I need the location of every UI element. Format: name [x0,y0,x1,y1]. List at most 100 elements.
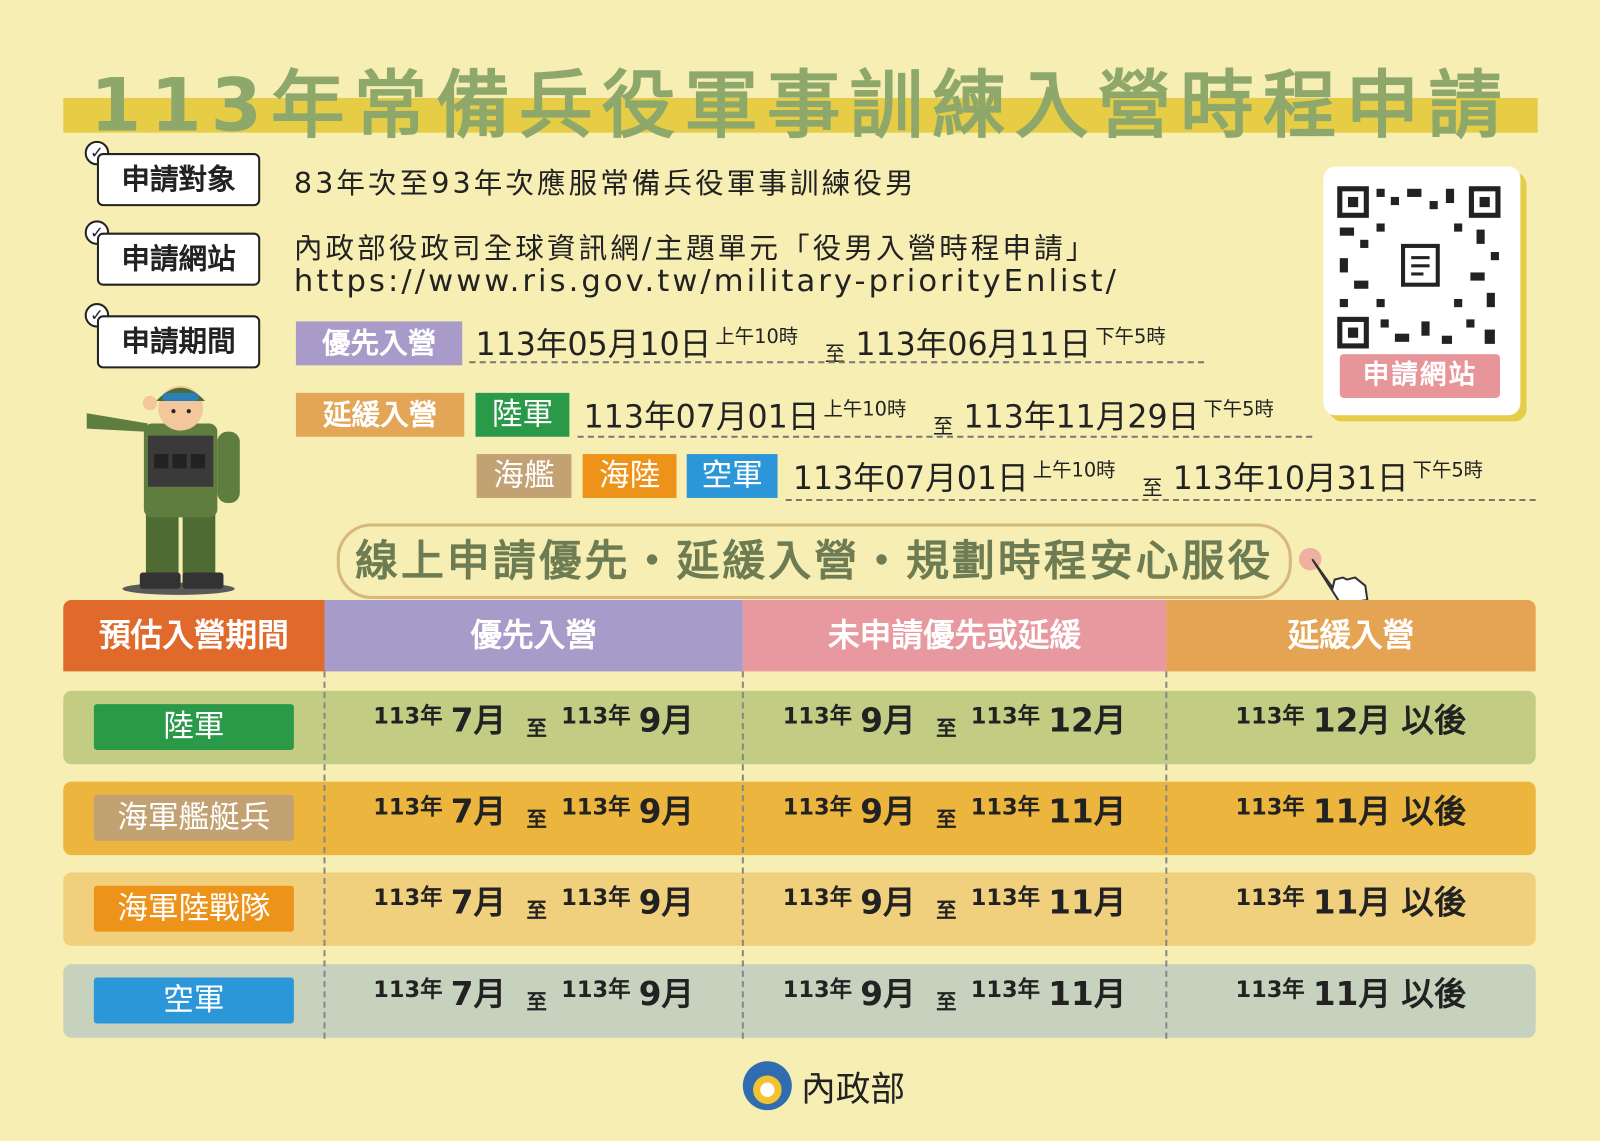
suffix: 以後 [1401,791,1467,831]
month: 7月 [450,791,507,831]
soldier-illustration [86,385,240,595]
year: 113年 [782,977,853,1004]
range-cell: 113年 7月至 113年 9月 [324,968,742,1041]
month: 9月 [638,701,695,740]
month: 9月 [638,974,695,1014]
to: 至 [1142,475,1163,500]
to: 至 [936,807,957,832]
label: 申請對象 [96,153,261,207]
table-row [63,690,1536,765]
dashed-line [577,435,1313,438]
suffix: 以後 [1401,701,1467,740]
date: 113年06月11日 [855,326,1092,364]
time: 下午5時 [1203,397,1274,421]
range-cell: 113年 9月至 113年 12月 [743,695,1166,768]
range-cell: 113年 9月至 113年 11月 [743,968,1166,1041]
month: 11月 [1048,882,1127,922]
year: 113年 [373,794,443,821]
column-separator [741,671,744,1039]
date: 113年10月31日 [1172,460,1409,497]
to: 至 [936,897,957,923]
month: 11月 [1312,974,1392,1014]
qr-code [1337,186,1543,349]
range-cell: 113年 9月至 113年 11月 [743,786,1166,859]
month: 9月 [638,882,695,922]
time: 上午10時 [1032,459,1116,482]
year: 113年 [970,977,1041,1004]
year: 113年 [561,977,631,1004]
to: 至 [936,989,957,1015]
month: 9月 [638,791,695,831]
time: 上午10時 [715,325,799,348]
year: 113年 [782,885,853,912]
ministry-name: 內政部 [801,1069,906,1111]
year: 113年 [373,977,443,1004]
date: 113年11月29日 [963,398,1200,436]
month: 9月 [860,701,916,740]
branch-tag: 陸軍 [475,392,570,437]
table-header: 延緩入營 [1166,599,1536,672]
to: 至 [526,897,547,923]
qr-pattern [1337,186,1501,349]
to: 至 [526,989,547,1015]
deferred-dates: 113年07月01日 上午10時 至 113年10月31日 下午5時 [793,452,1510,502]
deferred-cell: 113年 11月 以後 [1166,786,1535,859]
branch-badge: 海軍陸戰隊 [93,885,294,932]
year: 113年 [970,794,1041,821]
year: 113年 [1235,885,1305,912]
slogan: 線上申請優先・延緩入營・規劃時程安心服役 [336,523,1292,599]
range-cell: 113年 7月至 113年 9月 [324,695,742,768]
month: 11月 [1312,882,1392,922]
to: 至 [932,414,954,439]
month: 7月 [450,882,507,922]
month: 9月 [860,791,916,831]
dashed-line [785,498,1536,502]
title-block: 113年常備兵役軍事訓練入營時程申請 [63,41,1538,148]
year: 113年 [561,885,631,912]
range-cell: 113年 7月至 113年 9月 [324,877,742,950]
priority-tag: 優先入營 [295,321,463,366]
table-header: 未申請優先或延緩 [742,599,1167,672]
year: 113年 [970,885,1041,912]
column-separator [1165,671,1168,1039]
month: 7月 [450,701,507,740]
time: 下午5時 [1095,325,1166,348]
column-separator [323,671,326,1039]
year: 113年 [1235,704,1305,730]
date: 113年07月01日 [792,460,1029,497]
branch-badge: 空軍 [93,977,294,1024]
table-header: 預估入營期間 [63,599,325,672]
deferred-dates: 113年07月01日 上午10時 至 113年11月29日 下午5時 [584,391,1301,441]
ministry-logo [742,1061,792,1111]
to: 至 [936,716,957,741]
to: 至 [824,341,846,367]
month: 11月 [1312,791,1392,831]
year: 113年 [561,794,631,821]
deferred-cell: 113年 11月 以後 [1166,968,1535,1041]
label: 申請期間 [96,315,261,369]
suffix: 以後 [1401,882,1467,922]
title: 113年常備兵役軍事訓練入營時程申請 [90,62,1511,148]
branch-tag: 海艦 [476,454,572,498]
hand-icon [1298,547,1369,606]
applicants-text: 83年次至93年次應服常備兵役軍事訓練役男 [293,166,917,200]
website-url: https://www.ris.gov.tw/military-priority… [293,263,1120,299]
table-header: 優先入營 [324,599,743,672]
year: 113年 [782,704,853,730]
to: 至 [526,807,547,832]
branch-badge: 陸軍 [93,704,294,750]
branch-tag: 海陸 [582,454,677,498]
branch-badge: 海軍艦艇兵 [93,794,294,841]
deferred-cell: 113年 11月 以後 [1166,877,1535,950]
range-cell: 113年 9月至 113年 11月 [743,877,1166,950]
year: 113年 [1235,794,1305,821]
suffix: 以後 [1401,974,1467,1014]
range-cell: 113年 7月至 113年 9月 [324,786,742,859]
table-row [63,872,1536,946]
qr-label: 申請網站 [1339,354,1500,398]
dashed-line [469,361,1205,364]
to: 至 [526,716,547,741]
month: 11月 [1048,974,1127,1014]
table-row [63,781,1536,856]
